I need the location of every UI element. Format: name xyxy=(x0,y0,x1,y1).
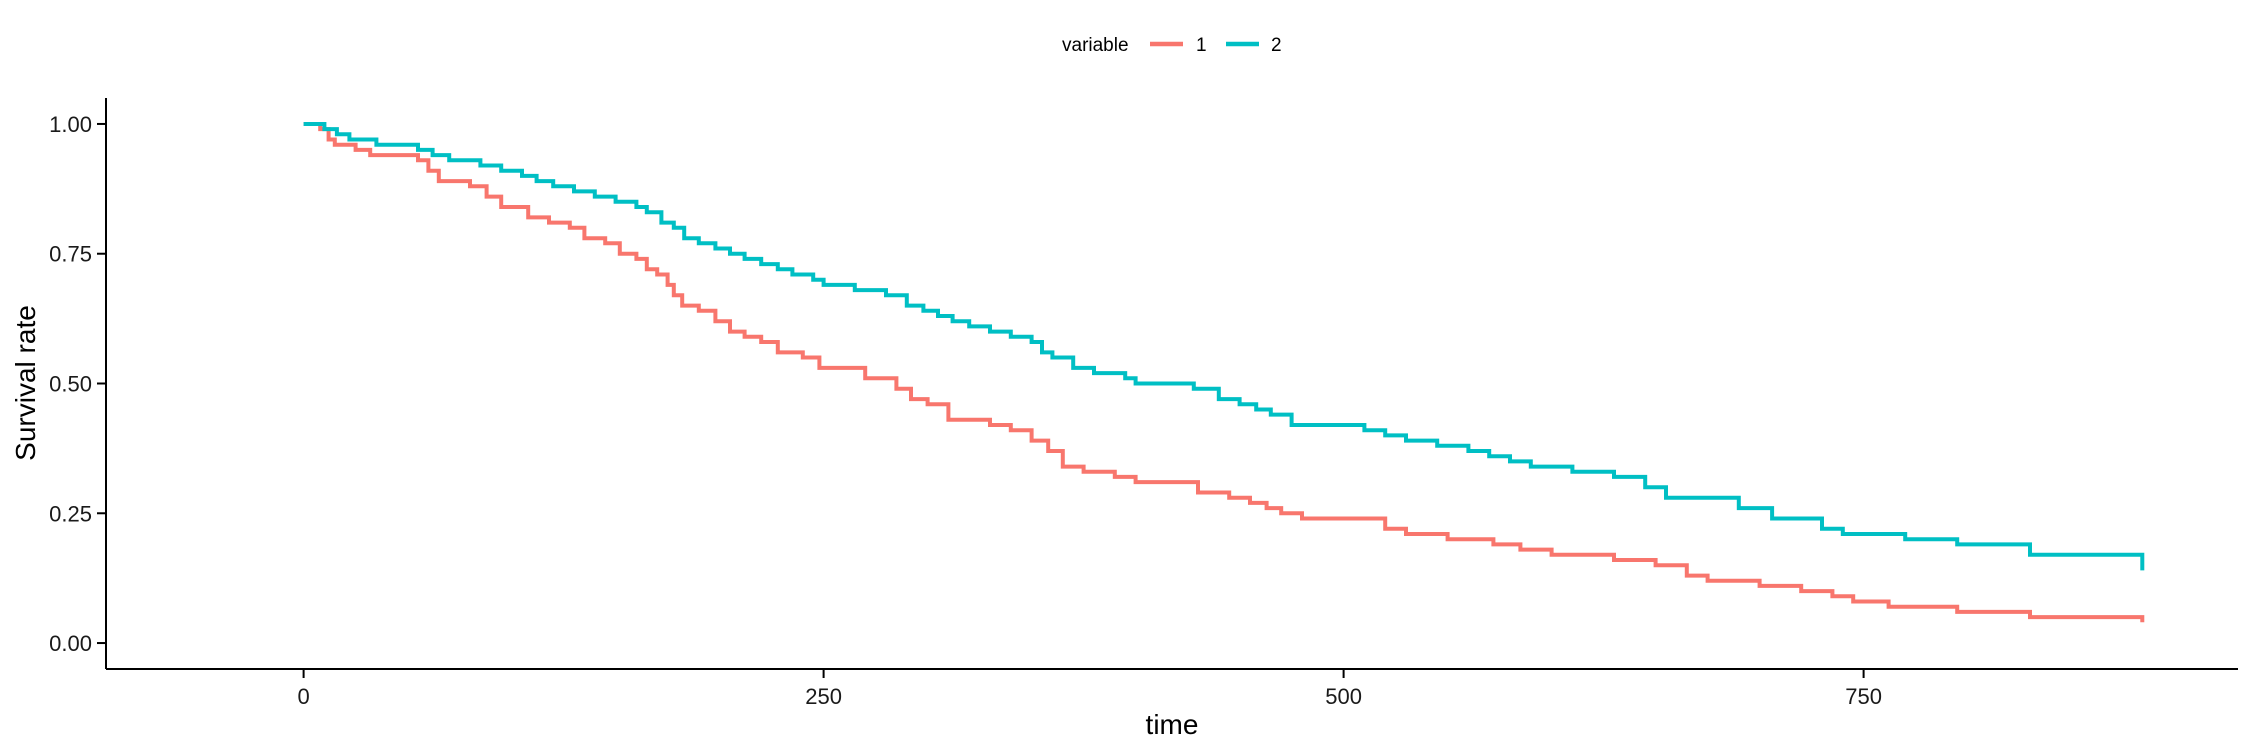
x-axis-title: time xyxy=(1146,709,1199,740)
x-axis-ticks: 0 250 500 750 xyxy=(297,669,1882,709)
x-tick-label: 250 xyxy=(805,684,842,709)
x-tick-label: 750 xyxy=(1845,684,1882,709)
legend-label-series-1: 1 xyxy=(1196,35,1207,56)
legend-title: variable xyxy=(1062,35,1129,56)
y-tick-label: 1.00 xyxy=(49,112,92,137)
y-axis-ticks: 0.00 0.25 0.50 0.75 1.00 xyxy=(49,112,106,656)
y-tick-label: 0.25 xyxy=(49,501,92,526)
series-line-2 xyxy=(303,122,2145,571)
x-tick-label: 500 xyxy=(1325,684,1362,709)
legend: variable 1 2 xyxy=(1062,35,1282,56)
y-tick-label: 0.50 xyxy=(49,372,92,397)
y-axis-title: Survival rate xyxy=(10,305,41,461)
series-line-1 xyxy=(303,122,2145,623)
plot-area xyxy=(303,122,2145,623)
x-tick-label: 0 xyxy=(297,684,309,709)
y-tick-label: 0.75 xyxy=(49,242,92,267)
legend-label-series-2: 2 xyxy=(1271,35,1282,56)
y-tick-label: 0.00 xyxy=(49,631,92,656)
